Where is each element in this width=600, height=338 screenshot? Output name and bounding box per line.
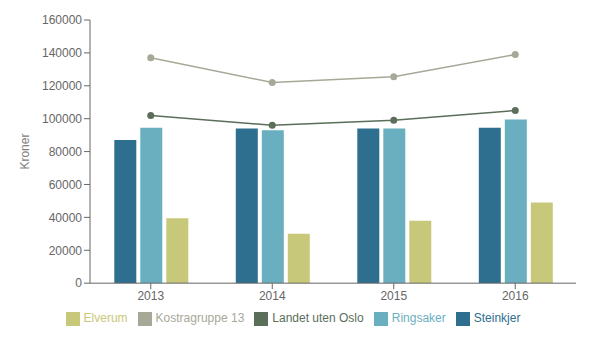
svg-text:120000: 120000 — [42, 79, 82, 93]
svg-text:80000: 80000 — [49, 145, 83, 159]
svg-text:2016: 2016 — [502, 289, 529, 303]
svg-text:2015: 2015 — [380, 289, 407, 303]
svg-text:40000: 40000 — [49, 211, 83, 225]
svg-text:2013: 2013 — [137, 289, 164, 303]
html-text:Elverum: Elverum — [83, 311, 128, 326]
svg-text:2014: 2014 — [259, 289, 286, 303]
html-text:Landet uten Oslo: Landet uten Oslo — [272, 311, 364, 326]
svg-text:100000: 100000 — [42, 112, 82, 126]
svg-text:160000: 160000 — [42, 13, 82, 27]
svg-text:Kroner: Kroner — [18, 134, 32, 170]
html-text:Steinkjer: Steinkjer — [473, 311, 521, 326]
html-text:Kostragruppe 13: Kostragruppe 13 — [155, 311, 245, 326]
html-text:Ringsaker: Ringsaker — [391, 311, 446, 326]
svg-text:0: 0 — [75, 276, 82, 290]
svg-text:60000: 60000 — [49, 178, 83, 192]
svg-text:20000: 20000 — [49, 244, 83, 258]
svg-text:140000: 140000 — [42, 46, 82, 60]
